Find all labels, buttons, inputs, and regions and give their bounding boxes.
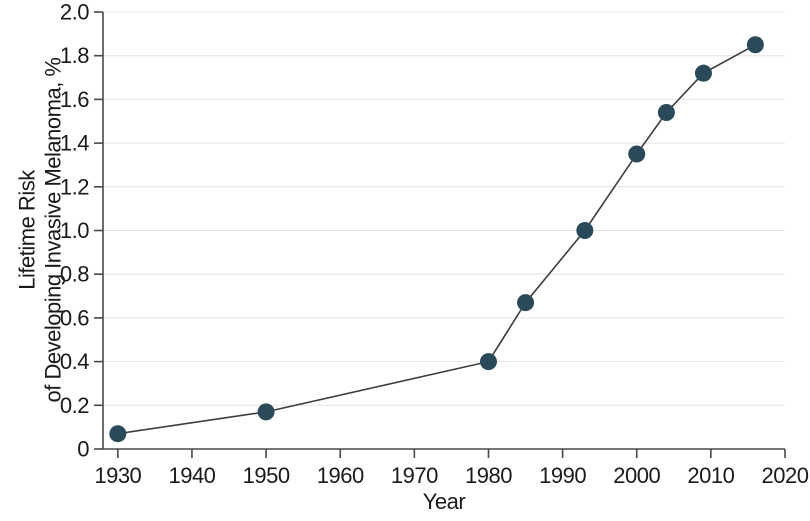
trend-line xyxy=(117,44,756,435)
x-tick-label: 1960 xyxy=(317,463,364,488)
data-point xyxy=(694,64,712,82)
data-point xyxy=(746,36,764,54)
x-tick-label: 2000 xyxy=(613,463,660,488)
data-point xyxy=(657,104,675,122)
data-point xyxy=(576,222,594,239)
x-tick-label: 1950 xyxy=(243,463,290,488)
y-tick-label: 0.8 xyxy=(60,262,89,287)
y-tick-label: 0.4 xyxy=(60,349,89,374)
x-axis-title: Year xyxy=(422,489,466,514)
y-tick-label: 1.4 xyxy=(60,131,89,156)
y-tick-label: 1.2 xyxy=(60,174,89,199)
y-tick-label: 1.6 xyxy=(60,87,89,112)
data-point xyxy=(628,145,646,163)
data-point xyxy=(109,425,127,443)
y-tick-label: 1.8 xyxy=(60,43,89,68)
y-axis-title-line2: of Developing Invasive Melanoma, % xyxy=(40,57,66,403)
x-tick-label: 1930 xyxy=(94,463,141,488)
x-tick-label: 2020 xyxy=(762,463,809,488)
y-axis-title-line1: Lifetime Risk xyxy=(14,170,40,290)
y-tick-label: 0.6 xyxy=(60,305,89,330)
y-tick-label: 0 xyxy=(77,437,89,462)
x-tick-label: 1990 xyxy=(539,463,586,488)
x-tick-label: 1940 xyxy=(168,463,215,488)
y-tick-label: 1.0 xyxy=(60,218,89,243)
y-tick-label: 0.2 xyxy=(60,393,89,418)
x-tick-label: 1970 xyxy=(391,463,438,488)
data-point xyxy=(479,353,497,371)
x-tick-label: 2010 xyxy=(687,463,734,488)
data-point xyxy=(517,294,535,312)
data-point xyxy=(257,403,275,421)
x-tick-label: 1980 xyxy=(465,463,512,488)
y-axis-title: Lifetime Risk of Developing Invasive Mel… xyxy=(15,12,67,449)
y-tick-label: 2.0 xyxy=(60,0,89,25)
